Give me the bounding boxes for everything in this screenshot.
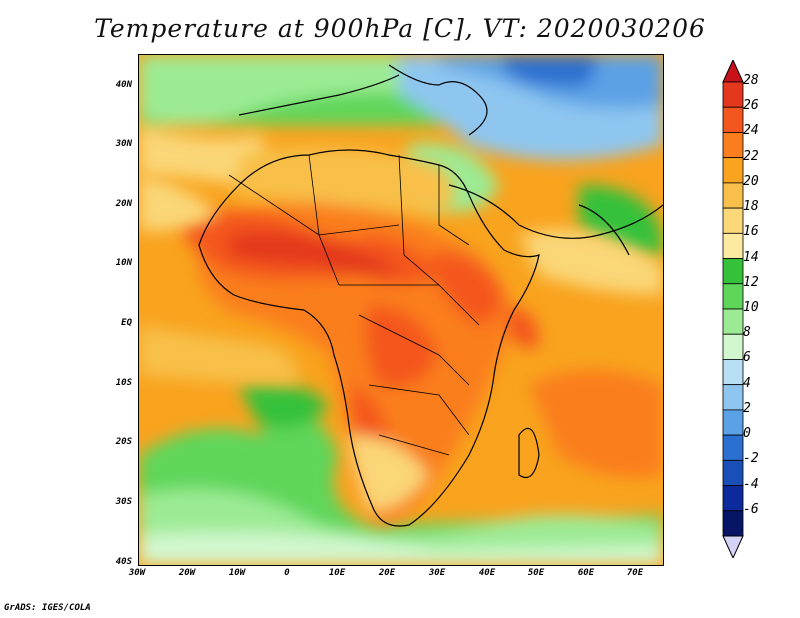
colorbar-swatch: [722, 182, 744, 209]
colorbar-label: 4: [743, 375, 751, 391]
lon-label: 30E: [428, 568, 446, 578]
lon-label: 70E: [626, 568, 644, 578]
lon-label: 10W: [228, 568, 246, 578]
lon-label: 20W: [178, 568, 196, 578]
lon-label: 30W: [128, 568, 146, 578]
colorbar-swatch: [722, 232, 744, 259]
colorbar-swatch: [722, 157, 744, 184]
colorbar-label: 10: [743, 300, 759, 315]
colorbar-label: 28: [743, 73, 759, 88]
colorbar-top-arrow: [722, 60, 744, 83]
colorbar-label: 6: [743, 350, 751, 366]
lat-label: 30S: [115, 497, 132, 507]
lon-label: 50E: [527, 568, 545, 578]
colorbar-label: -6: [743, 501, 759, 517]
lat-label: 10S: [115, 378, 132, 388]
colorbar: [722, 60, 744, 558]
colorbar-swatch: [722, 434, 744, 461]
colorbar-label: 26: [743, 98, 759, 114]
lat-label: 40S: [115, 557, 132, 567]
colorbar-swatch: [722, 409, 744, 436]
credit-text: GrADS: IGES/COLA: [4, 603, 91, 613]
map-panel: [138, 54, 664, 566]
lat-label: 30N: [115, 139, 132, 149]
colorbar-swatch: [722, 308, 744, 335]
colorbar-swatch: [722, 106, 744, 133]
colorbar-label: 18: [743, 199, 759, 215]
colorbar-swatch: [722, 333, 744, 360]
colorbar-bottom-arrow: [722, 535, 744, 558]
lon-label: 0: [284, 568, 290, 578]
lat-label: 20S: [115, 437, 132, 447]
map-title: Temperature at 900hPa [C], VT: 202003020…: [94, 14, 706, 43]
lat-label: EQ: [121, 318, 132, 328]
colorbar-label: 16: [743, 224, 759, 240]
colorbar-swatch: [722, 459, 744, 486]
colorbar-swatch: [722, 207, 744, 234]
lat-label: 20N: [115, 199, 132, 209]
colorbar-swatch: [722, 384, 744, 411]
colorbar-swatch: [722, 283, 744, 310]
colorbar-swatch: [722, 510, 744, 537]
colorbar-label: 14: [743, 249, 759, 265]
country-borders: [228, 154, 480, 456]
colorbar-swatch: [722, 258, 744, 285]
colorbar-label: 20: [743, 173, 759, 189]
colorbar-label: -2: [743, 451, 759, 467]
lon-label: 40E: [478, 568, 496, 578]
lat-label: 10N: [115, 258, 132, 268]
colorbar-label: -4: [743, 476, 759, 492]
colorbar-swatch: [722, 132, 744, 159]
colorbar-label: 12: [743, 274, 759, 290]
lon-label: 20E: [378, 568, 396, 578]
colorbar-label: 2: [743, 400, 751, 416]
colorbar-swatch: [722, 485, 744, 512]
colorbar-swatch: [722, 81, 744, 108]
colorbar-label: 0: [743, 426, 751, 442]
colorbar-label: 8: [743, 325, 751, 341]
colorbar-label: 24: [743, 123, 759, 139]
lon-label: 10E: [328, 568, 346, 578]
colorbar-swatch: [722, 359, 744, 386]
lat-label: 40N: [115, 80, 132, 90]
lon-label: 60E: [577, 568, 595, 578]
coastlines: [198, 64, 663, 527]
temperature-field: [139, 55, 663, 565]
colorbar-label: 22: [743, 148, 759, 164]
